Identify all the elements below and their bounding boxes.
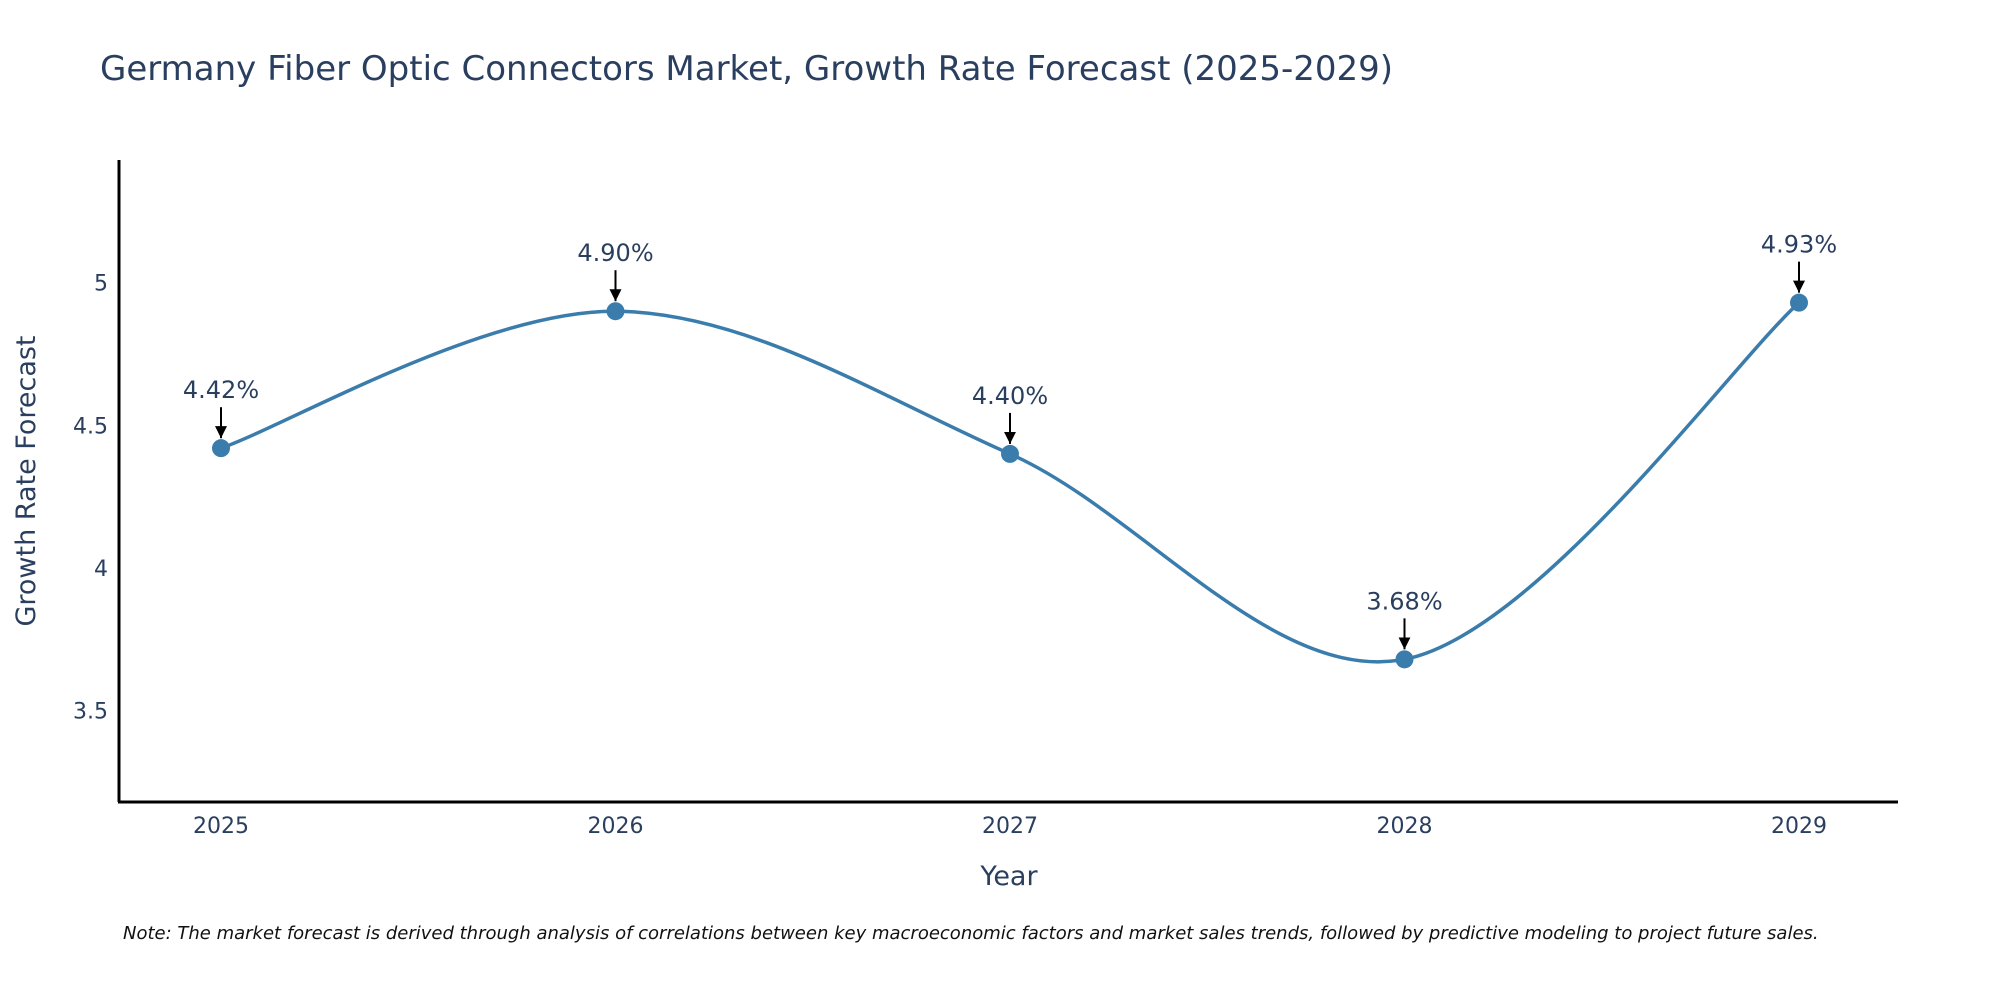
data-point-2027 [1001,444,1019,463]
x-tick-label: 2026 [588,814,644,839]
series-line [220,301,1801,664]
x-tick-label: 2028 [1377,814,1433,839]
y-tick-label: 5 [94,272,108,297]
data-label-2027: 4.40% [972,382,1048,410]
plot-area: 4.42% 4.90% 4.40% 3.68% 4.93% [183,231,1837,669]
chart-note: Note: The market forecast is derived thr… [123,923,1819,944]
data-point-2029 [1790,293,1808,312]
y-tick-label: 4 [94,557,108,582]
data-point-2026 [606,302,625,321]
x-tick-labels: 2025 2026 2027 2028 2029 [193,814,1827,839]
data-label-2028: 3.68% [1366,587,1442,615]
x-tick-label: 2029 [1771,814,1827,839]
x-tick-label: 2025 [193,814,249,839]
data-label-2029: 4.93% [1761,231,1837,259]
y-tick-labels: 3.5 4 4.5 5 [73,272,108,725]
x-tick-label: 2027 [982,814,1038,839]
data-label-2026: 4.90% [577,239,653,267]
data-point-2025 [212,439,230,458]
data-point-2028 [1395,650,1414,669]
chart-title: Germany Fiber Optic Connectors Market, G… [100,49,1393,89]
data-label-2025: 4.42% [183,376,259,404]
y-axis-title: Growth Rate Forecast [11,335,42,626]
x-axis-title: Year [979,861,1038,892]
y-tick-label: 3.5 [73,700,108,725]
y-tick-label: 4.5 [73,414,108,439]
